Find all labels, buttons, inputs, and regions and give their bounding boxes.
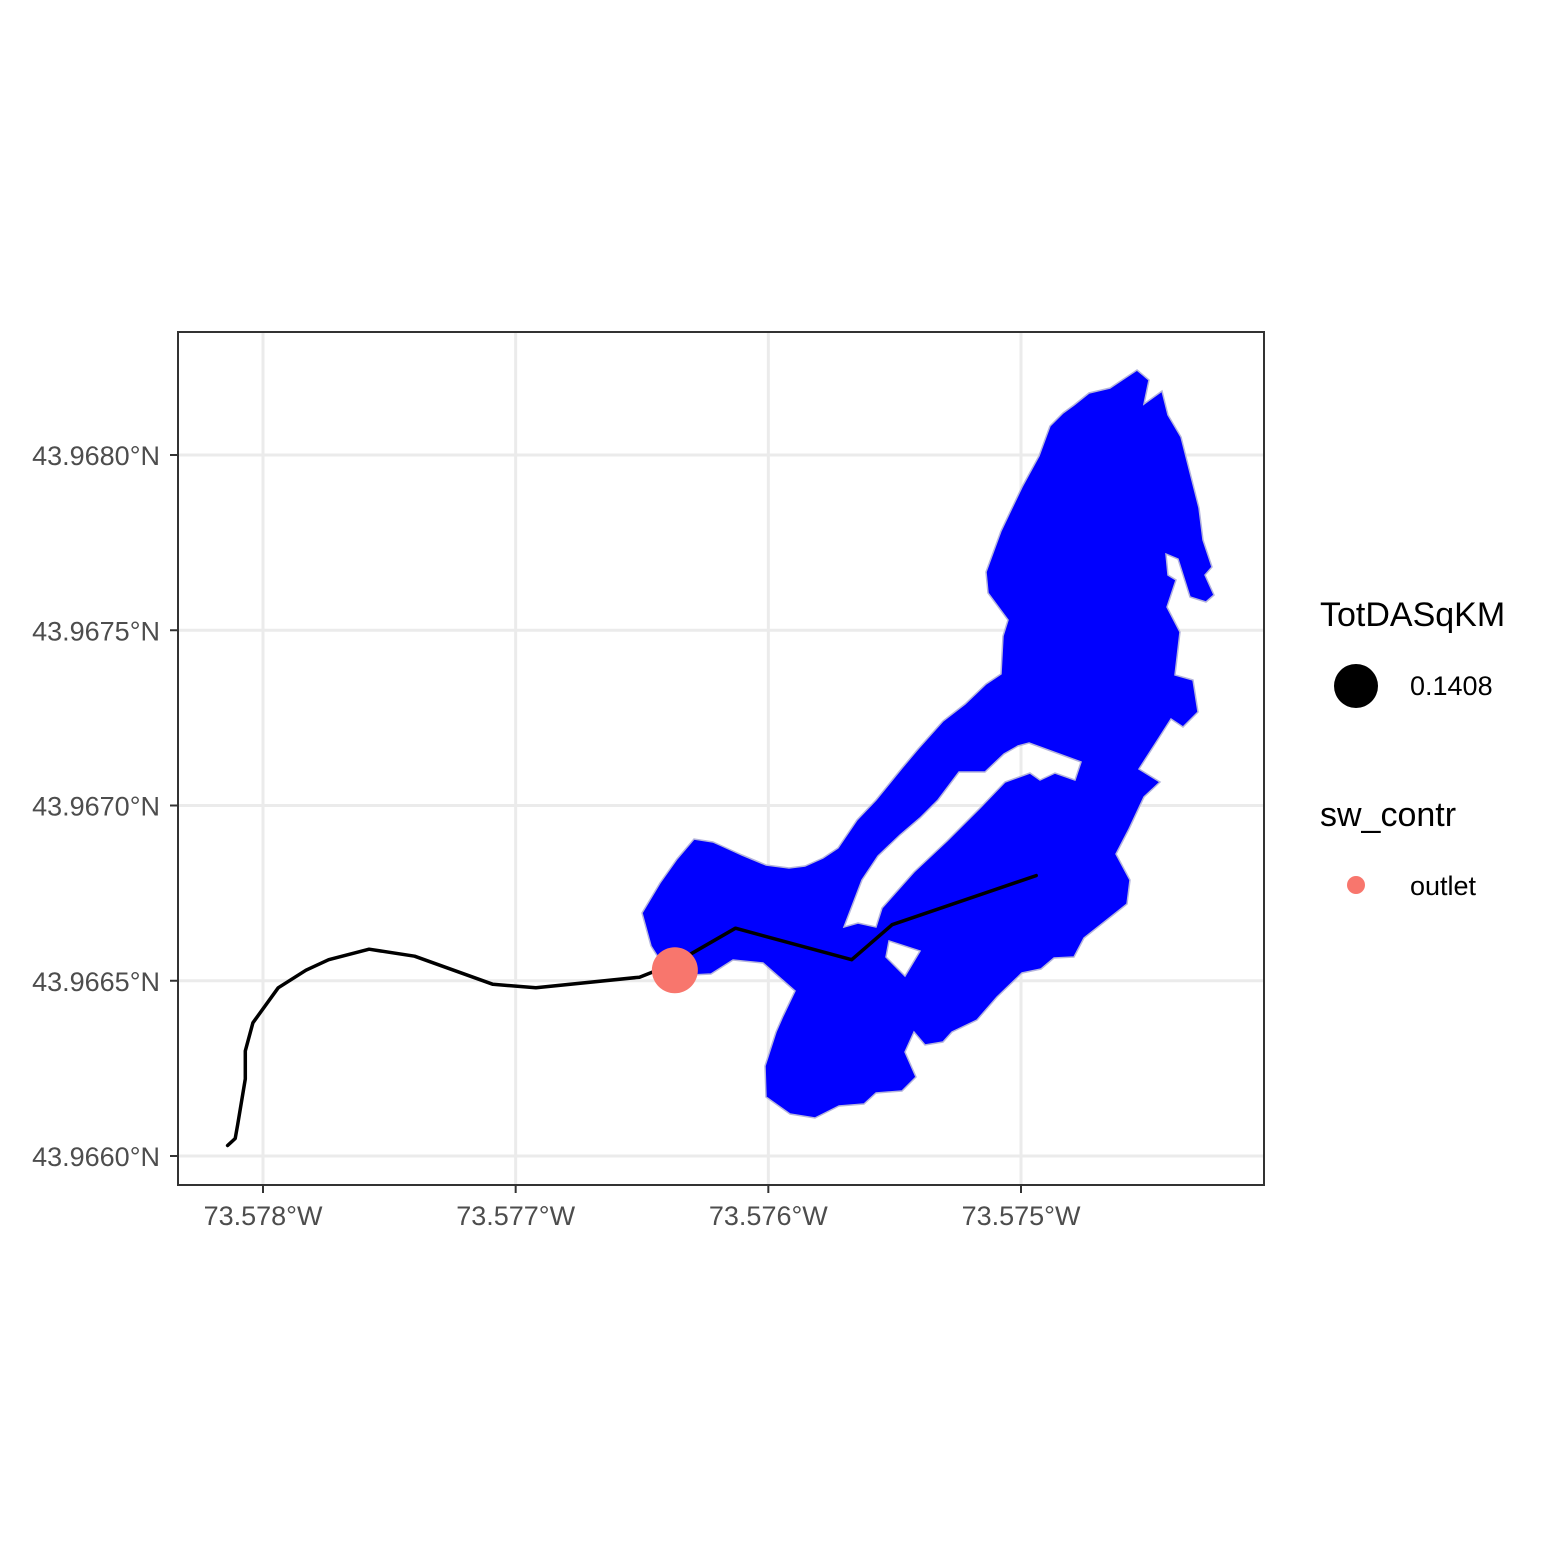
flowline: [225, 873, 1038, 1148]
y-tick-label: 43.9670°N: [32, 792, 160, 822]
legend-title-totdasqkm: TotDASqKM: [1320, 596, 1505, 634]
y-tick-label: 43.9660°N: [32, 1142, 160, 1172]
legend-label-outlet: outlet: [1410, 871, 1477, 901]
catchment-polygon: [641, 369, 1215, 1119]
x-tick-label: 73.575°W: [962, 1201, 1081, 1231]
legend-title-sw-contr: sw_contr: [1320, 796, 1456, 834]
x-tick-label: 73.577°W: [456, 1201, 575, 1231]
y-tick-label: 43.9680°N: [32, 441, 160, 471]
plot-panel: [177, 331, 1265, 1186]
legend-label-size: 0.1408: [1410, 671, 1493, 701]
map-layers: [225, 369, 1215, 1148]
x-tick-label: 73.578°W: [204, 1201, 323, 1231]
y-tick-label: 43.9665°N: [32, 967, 160, 997]
x-tick-label: 73.576°W: [709, 1201, 828, 1231]
panel-border: [177, 331, 1265, 1186]
y-tick-label: 43.9675°N: [32, 616, 160, 646]
outlet-point: [651, 947, 698, 994]
legend-key-outlet: [1347, 876, 1365, 894]
axes: 73.578°W 73.577°W 73.576°W 73.575°W 43.9660°…: [32, 441, 1081, 1231]
legend-key-size: [1334, 664, 1378, 708]
